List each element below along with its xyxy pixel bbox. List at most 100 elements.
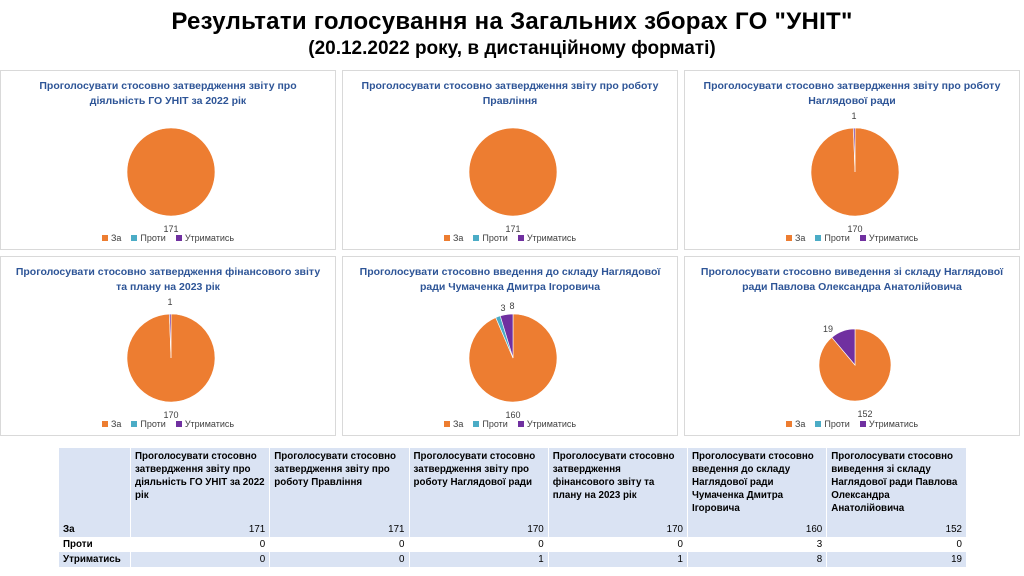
legend-label: За [452, 419, 464, 429]
table-cell: 170 [547, 522, 688, 537]
legend-label: За [794, 419, 806, 429]
chart-legend: За Проти Утриматись [1, 419, 335, 429]
data-label: 171 [505, 224, 520, 234]
legend-item-proty: Проти [473, 419, 508, 429]
data-label: 171 [163, 224, 178, 234]
legend-item-proty: Проти [131, 233, 166, 243]
table-header-cell: Проголосувати стосовно виведення зі скла… [826, 448, 966, 522]
table-cell: 8 [686, 552, 827, 567]
table-cell: 1 [408, 552, 549, 567]
legend-label: За [110, 419, 122, 429]
data-label: 3 [500, 303, 505, 313]
legend-label: Утриматись [526, 419, 577, 429]
legend-swatch [517, 421, 524, 427]
table-corner-cell [58, 448, 131, 522]
table-header-cell: Проголосувати стосовно затвердження звіт… [129, 448, 270, 522]
pie-chart-panel: Проголосувати стосовно затвердження звіт… [342, 70, 678, 250]
table-cell: 0 [269, 552, 409, 567]
table-row: За 171 171 170 170 160 152 [58, 522, 966, 537]
za-slice [468, 127, 558, 217]
legend-swatch [175, 235, 182, 241]
chart-title: Проголосувати стосовно затвердження фіна… [15, 266, 321, 293]
table-cell: 0 [129, 537, 270, 552]
legend-item-utrymatys: Утриматись [175, 419, 235, 429]
page-title: Результати голосування на Загальних збор… [171, 8, 853, 35]
legend-label: Утриматись [184, 233, 235, 243]
chart-legend: За Проти Утриматись [343, 419, 677, 429]
legend-swatch [443, 421, 450, 427]
data-label: 152 [857, 409, 872, 419]
legend-label: Проти [482, 419, 508, 429]
table-cell: 19 [826, 552, 966, 567]
results-table: Проголосувати стосовно затвердження звіт… [58, 448, 966, 567]
legend-item-za: За [785, 419, 806, 429]
data-label: 1 [852, 111, 857, 121]
legend-label: Утриматись [184, 419, 235, 429]
table-cell: 0 [129, 552, 270, 567]
legend-label: За [110, 233, 122, 243]
utrymatys-slice [169, 313, 172, 359]
table-cell: 1 [547, 552, 688, 567]
chart-legend: За Проти Утриматись [685, 419, 1019, 429]
legend-label: Утриматись [868, 419, 919, 429]
legend-swatch [815, 235, 822, 241]
legend-item-proty: Проти [131, 419, 166, 429]
legend-swatch [785, 421, 792, 427]
data-label: 160 [505, 410, 520, 420]
utrymatys-slice [499, 313, 514, 359]
table-header-cell: Проголосувати стосовно затвердження звіт… [408, 448, 549, 522]
data-label: 8 [509, 301, 514, 311]
chart-title: Проголосувати стосовно затвердження звіт… [703, 80, 1001, 107]
pie-chart-panel: Проголосувати стосовно виведення зі скла… [684, 256, 1020, 436]
table-header-cell: Проголосувати стосовно затвердження фіна… [547, 448, 688, 522]
legend-swatch [859, 421, 866, 427]
legend-item-proty: Проти [815, 419, 850, 429]
legend-label: Утриматись [526, 233, 577, 243]
chart-title: Проголосувати стосовно затвердження звіт… [39, 80, 297, 107]
legend-label: За [452, 233, 464, 243]
legend-label: Проти [824, 233, 850, 243]
chart-legend: За Проти Утриматись [685, 233, 1019, 243]
legend-swatch [101, 421, 108, 427]
utrymatys-slice [853, 127, 856, 173]
table-header-cell: Проголосувати стосовно затвердження звіт… [269, 448, 409, 522]
legend-item-za: За [443, 233, 464, 243]
legend-label: Проти [824, 419, 850, 429]
legend-swatch [131, 421, 138, 427]
table-header-row: Проголосувати стосовно затвердження звіт… [58, 448, 966, 522]
legend-swatch [785, 235, 792, 241]
chart-title: Проголосувати стосовно введення до склад… [359, 266, 661, 293]
data-label: 19 [823, 324, 833, 334]
table-cell: 160 [686, 522, 827, 537]
legend-item-utrymatys: Утриматись [859, 419, 919, 429]
pie-chart-panel: Проголосувати стосовно затвердження звіт… [684, 70, 1020, 250]
pie-chart: 160 3 8 [468, 301, 558, 420]
legend-swatch [473, 421, 480, 427]
legend-label: Утриматись [868, 233, 919, 243]
za-slice [126, 127, 216, 217]
table-cell: 0 [547, 537, 688, 552]
chart-legend: За Проти Утриматись [343, 233, 677, 243]
legend-swatch [517, 235, 524, 241]
legend-item-utrymatys: Утриматись [175, 233, 235, 243]
legend-swatch [175, 421, 182, 427]
legend-swatch [815, 421, 822, 427]
pie-chart: 171 [468, 127, 558, 234]
legend-item-utrymatys: Утриматись [517, 233, 577, 243]
legend-item-proty: Проти [815, 233, 850, 243]
legend-swatch [859, 235, 866, 241]
legend-item-utrymatys: Утриматись [517, 419, 577, 429]
data-label: 170 [847, 224, 862, 234]
table-cell: 0 [826, 537, 966, 552]
table-cell: 171 [129, 522, 270, 537]
chart-legend: За Проти Утриматись [1, 233, 335, 243]
pie-chart-panel: Проголосувати стосовно затвердження фіна… [0, 256, 336, 436]
legend-swatch [473, 235, 480, 241]
legend-item-proty: Проти [473, 233, 508, 243]
table-cell: 152 [826, 522, 966, 537]
table-cell: 3 [686, 537, 827, 552]
data-label: 1 [168, 297, 173, 307]
table-row: Утриматись 0 0 1 1 8 19 [58, 552, 966, 567]
